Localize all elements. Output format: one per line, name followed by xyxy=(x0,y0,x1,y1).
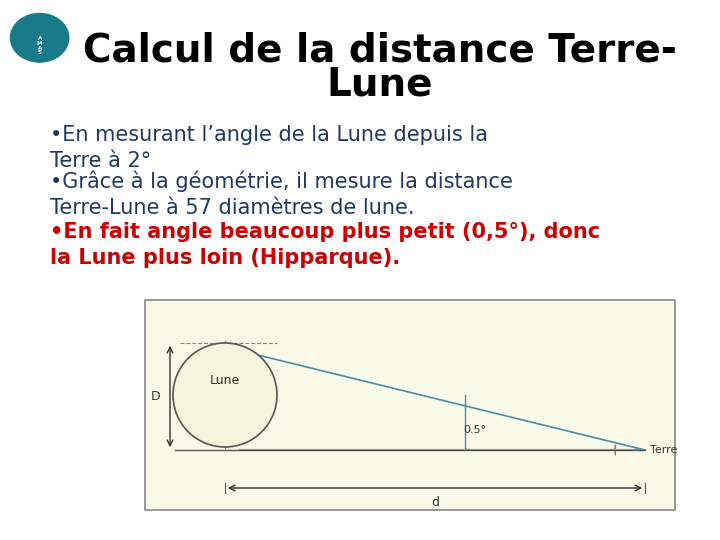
Text: 0.5°: 0.5° xyxy=(464,425,487,435)
Text: •En fait angle beaucoup plus petit (0,5°), donc
la Lune plus loin (Hipparque).: •En fait angle beaucoup plus petit (0,5°… xyxy=(50,222,600,268)
Text: d: d xyxy=(431,496,439,509)
Circle shape xyxy=(173,343,277,447)
Text: D: D xyxy=(150,390,160,403)
Text: A
M
A
S: A M A S xyxy=(37,37,42,55)
Text: •Grâce à la géométrie, il mesure la distance
Terre-Lune à 57 diamètres de lune.: •Grâce à la géométrie, il mesure la dist… xyxy=(50,170,513,218)
Text: Lune: Lune xyxy=(210,374,240,387)
Text: •En mesurant l’angle de la Lune depuis la
Terre à 2°: •En mesurant l’angle de la Lune depuis l… xyxy=(50,125,488,171)
Text: Lune: Lune xyxy=(327,66,433,104)
Circle shape xyxy=(11,14,69,62)
Text: Terre: Terre xyxy=(650,445,678,455)
FancyBboxPatch shape xyxy=(145,300,675,510)
Text: Calcul de la distance Terre-: Calcul de la distance Terre- xyxy=(83,31,677,69)
